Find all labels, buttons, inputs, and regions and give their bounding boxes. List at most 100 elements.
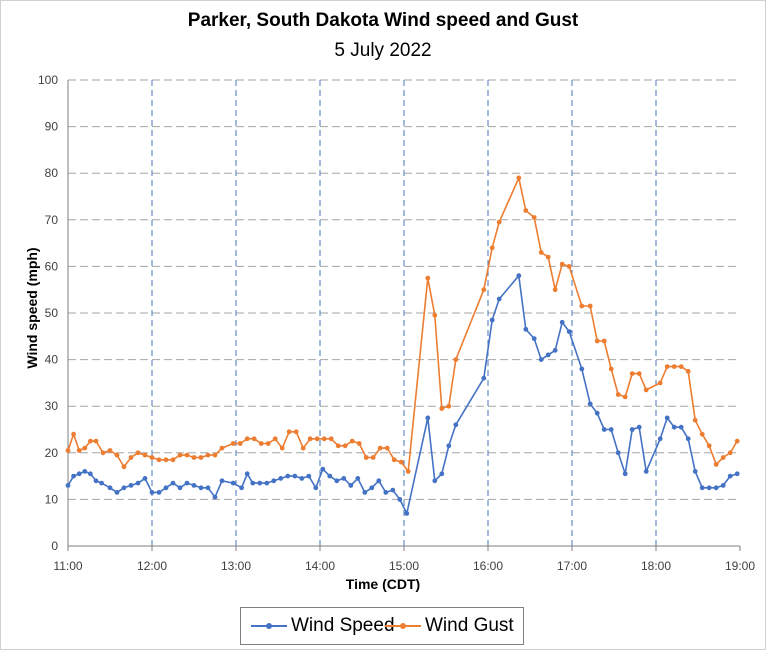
legend: Wind Speed Wind Gust — [240, 607, 524, 645]
data-point-wind-gust — [142, 452, 148, 458]
legend-marker-wind-speed — [251, 623, 287, 629]
data-point-wind-gust — [608, 366, 614, 372]
data-point-wind-gust — [615, 392, 621, 397]
data-point-wind-gust — [664, 364, 670, 369]
data-point-wind-gust — [622, 394, 628, 400]
data-point-wind-speed — [489, 317, 495, 323]
data-point-wind-gust — [425, 275, 431, 281]
data-point-wind-gust — [205, 452, 211, 458]
data-point-wind-speed — [657, 436, 663, 442]
data-point-wind-gust — [328, 436, 334, 442]
data-point-wind-speed — [390, 487, 396, 493]
data-point-wind-speed — [643, 469, 649, 474]
x-tick-label: 14:00 — [305, 559, 335, 573]
data-point-wind-gust — [177, 452, 183, 458]
data-point-wind-gust — [384, 445, 390, 451]
data-point-wind-speed — [404, 511, 410, 516]
data-point-wind-speed — [446, 443, 452, 449]
x-axis-label: Time (CDT) — [345, 576, 421, 592]
data-point-wind-speed — [397, 497, 403, 502]
data-point-wind-gust — [363, 455, 369, 460]
data-point-wind-speed — [727, 473, 733, 479]
data-point-wind-speed — [566, 329, 572, 334]
data-point-wind-gust — [307, 436, 313, 442]
data-point-wind-gust — [356, 441, 362, 446]
data-point-wind-speed — [383, 490, 389, 495]
data-point-wind-gust — [432, 312, 438, 318]
data-point-wind-speed — [531, 336, 537, 341]
data-point-wind-speed — [348, 483, 354, 488]
data-point-wind-gust — [398, 459, 404, 465]
y-tick-label: 50 — [45, 306, 59, 320]
data-point-wind-gust — [657, 380, 663, 386]
data-point-wind-gust — [516, 175, 522, 181]
data-point-wind-gust — [251, 436, 257, 442]
data-point-wind-speed — [734, 471, 740, 477]
data-point-wind-speed — [191, 483, 197, 488]
data-point-wind-speed — [285, 473, 291, 479]
data-point-wind-speed — [692, 469, 698, 474]
data-point-wind-speed — [579, 366, 585, 372]
data-point-wind-speed — [250, 480, 256, 486]
data-point-wind-speed — [313, 485, 319, 491]
data-point-wind-speed — [99, 480, 104, 486]
data-point-wind-gust — [579, 303, 585, 309]
data-point-wind-gust — [559, 261, 565, 267]
data-point-wind-speed — [239, 485, 245, 491]
data-point-wind-gust — [100, 450, 106, 456]
data-point-wind-gust — [342, 443, 348, 449]
grid — [68, 79, 740, 546]
data-point-wind-speed — [601, 427, 607, 432]
data-point-wind-gust — [678, 364, 684, 369]
data-point-wind-speed — [523, 326, 529, 332]
data-point-wind-speed — [230, 480, 236, 486]
data-point-wind-gust — [481, 287, 487, 293]
data-point-wind-gust — [93, 438, 99, 444]
data-point-wind-speed — [71, 473, 76, 479]
data-point-wind-speed — [369, 485, 375, 491]
data-point-wind-gust — [636, 371, 642, 376]
data-point-wind-gust — [727, 450, 733, 456]
legend-item-wind-speed: Wind Speed — [251, 608, 395, 644]
y-tick-label: 0 — [51, 539, 58, 553]
data-point-wind-gust — [244, 436, 250, 442]
data-point-wind-speed — [516, 273, 522, 279]
data-point-wind-gust — [370, 455, 376, 460]
data-point-wind-speed — [685, 436, 691, 442]
data-point-wind-speed — [671, 424, 677, 430]
y-tick-label: 80 — [45, 166, 59, 180]
data-point-wind-speed — [128, 483, 134, 488]
legend-marker-wind-gust — [385, 623, 421, 629]
data-point-wind-speed — [636, 424, 642, 430]
data-point-wind-gust — [128, 455, 134, 460]
data-point-wind-gust — [405, 469, 411, 474]
y-tick-label: 20 — [45, 446, 59, 460]
data-point-wind-gust — [439, 406, 445, 411]
data-point-wind-gust — [272, 436, 278, 442]
data-point-wind-speed — [219, 478, 225, 484]
data-point-wind-gust — [71, 431, 76, 437]
data-point-wind-gust — [314, 436, 320, 442]
data-point-wind-gust — [300, 445, 306, 451]
data-point-wind-gust — [170, 457, 176, 463]
data-point-wind-gust — [601, 338, 607, 344]
data-point-wind-speed — [341, 476, 347, 481]
data-point-wind-gust — [587, 303, 593, 309]
data-point-wind-gust — [114, 452, 120, 458]
data-point-wind-speed — [205, 485, 211, 491]
legend-label-wind-gust: Wind Gust — [425, 615, 514, 636]
data-point-wind-speed — [170, 480, 176, 486]
data-point-wind-gust — [523, 208, 529, 213]
data-point-wind-gust — [156, 457, 162, 463]
y-tick-label: 60 — [45, 259, 59, 273]
data-point-wind-speed — [93, 478, 99, 484]
data-point-wind-gust — [629, 371, 635, 376]
data-point-wind-speed — [608, 427, 614, 432]
data-point-wind-speed — [278, 476, 284, 481]
data-point-wind-speed — [439, 471, 445, 477]
data-point-wind-gust — [212, 452, 218, 458]
data-point-wind-gust — [489, 245, 495, 251]
data-point-wind-gust — [671, 364, 677, 369]
data-point-wind-speed — [292, 473, 298, 479]
data-point-wind-speed — [615, 450, 621, 456]
